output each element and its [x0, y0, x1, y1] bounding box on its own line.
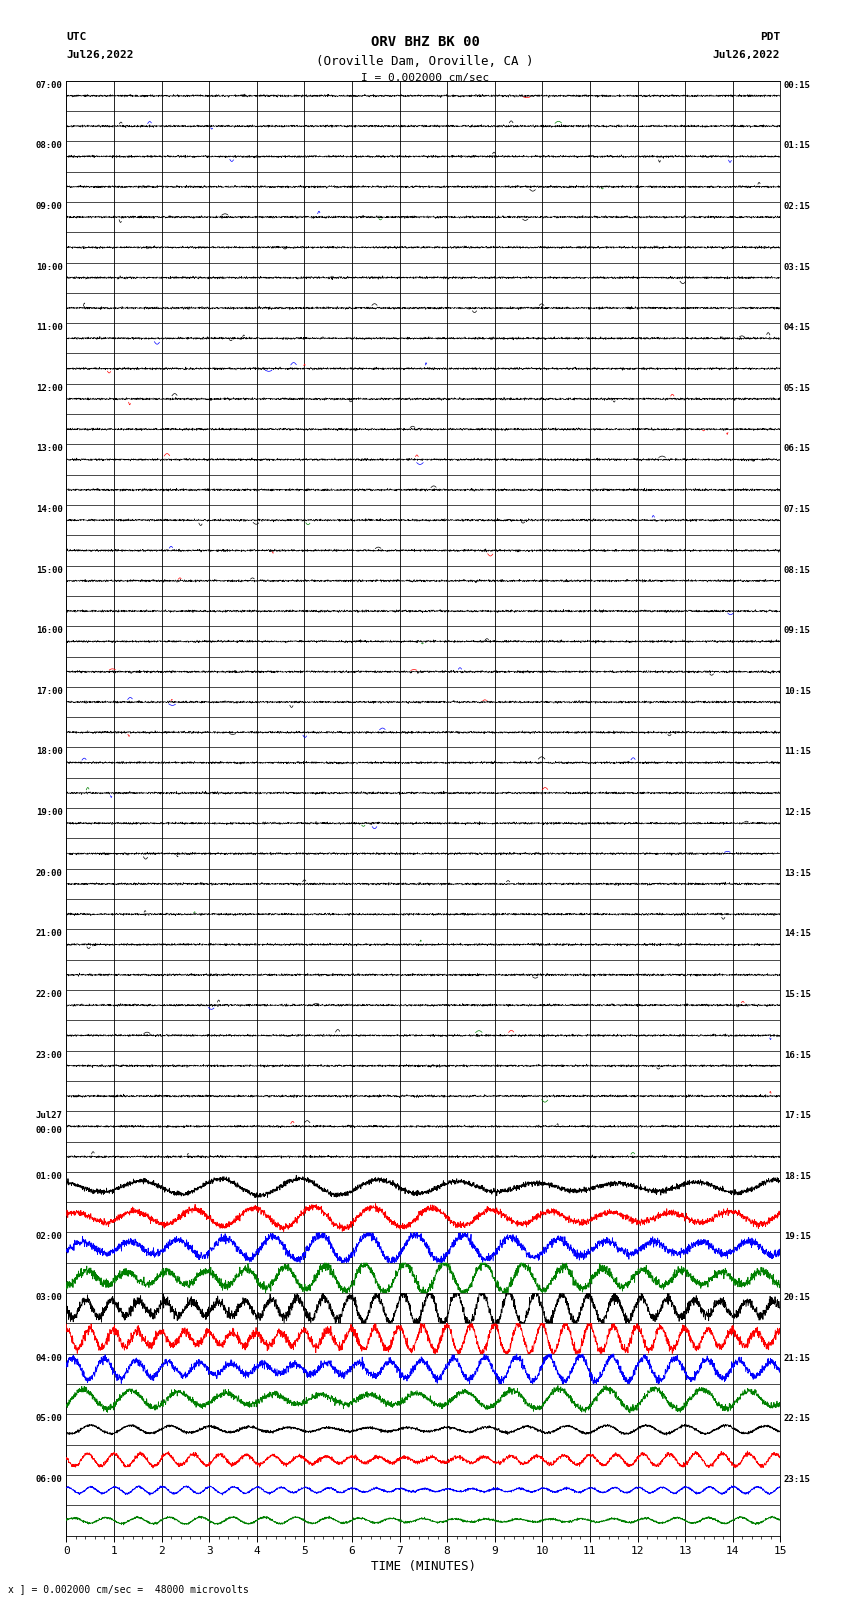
- Text: Jul26,2022: Jul26,2022: [66, 50, 133, 60]
- Text: 15:00: 15:00: [36, 566, 63, 574]
- Text: 08:15: 08:15: [784, 566, 811, 574]
- Text: 00:00: 00:00: [36, 1126, 63, 1136]
- Text: UTC: UTC: [66, 32, 87, 42]
- Text: 07:00: 07:00: [36, 81, 63, 90]
- Text: 07:15: 07:15: [784, 505, 811, 515]
- Text: 20:00: 20:00: [36, 869, 63, 877]
- Text: 03:15: 03:15: [784, 263, 811, 271]
- Text: 15:15: 15:15: [784, 990, 811, 998]
- Text: 21:15: 21:15: [784, 1353, 811, 1363]
- Text: 16:00: 16:00: [36, 626, 63, 636]
- Text: 04:00: 04:00: [36, 1353, 63, 1363]
- Text: Jul27: Jul27: [36, 1111, 63, 1119]
- Text: 14:15: 14:15: [784, 929, 811, 939]
- Text: PDT: PDT: [760, 32, 780, 42]
- Text: 14:00: 14:00: [36, 505, 63, 515]
- Text: ORV BHZ BK 00: ORV BHZ BK 00: [371, 35, 479, 50]
- Text: 06:15: 06:15: [784, 444, 811, 453]
- Text: 13:00: 13:00: [36, 444, 63, 453]
- Text: 20:15: 20:15: [784, 1294, 811, 1302]
- Text: 18:00: 18:00: [36, 747, 63, 756]
- Text: 21:00: 21:00: [36, 929, 63, 939]
- Text: 10:15: 10:15: [784, 687, 811, 695]
- Text: 22:00: 22:00: [36, 990, 63, 998]
- Text: 02:00: 02:00: [36, 1232, 63, 1242]
- Text: 05:00: 05:00: [36, 1415, 63, 1423]
- Text: 01:00: 01:00: [36, 1171, 63, 1181]
- Text: 02:15: 02:15: [784, 202, 811, 211]
- Text: (Oroville Dam, Oroville, CA ): (Oroville Dam, Oroville, CA ): [316, 55, 534, 68]
- Text: 05:15: 05:15: [784, 384, 811, 392]
- Text: x ] = 0.002000 cm/sec =  48000 microvolts: x ] = 0.002000 cm/sec = 48000 microvolts: [8, 1584, 249, 1594]
- Text: 11:15: 11:15: [784, 747, 811, 756]
- Text: 11:00: 11:00: [36, 323, 63, 332]
- Text: Jul26,2022: Jul26,2022: [713, 50, 780, 60]
- Text: 01:15: 01:15: [784, 142, 811, 150]
- Text: 18:15: 18:15: [784, 1171, 811, 1181]
- Text: I = 0.002000 cm/sec: I = 0.002000 cm/sec: [361, 73, 489, 82]
- Text: 17:00: 17:00: [36, 687, 63, 695]
- Text: 12:00: 12:00: [36, 384, 63, 392]
- Text: 17:15: 17:15: [784, 1111, 811, 1119]
- Text: 22:15: 22:15: [784, 1415, 811, 1423]
- Text: 00:15: 00:15: [784, 81, 811, 90]
- Text: 12:15: 12:15: [784, 808, 811, 818]
- Text: 19:15: 19:15: [784, 1232, 811, 1242]
- X-axis label: TIME (MINUTES): TIME (MINUTES): [371, 1560, 476, 1573]
- Text: 23:00: 23:00: [36, 1050, 63, 1060]
- Text: 06:00: 06:00: [36, 1474, 63, 1484]
- Text: 09:15: 09:15: [784, 626, 811, 636]
- Text: 19:00: 19:00: [36, 808, 63, 818]
- Text: 04:15: 04:15: [784, 323, 811, 332]
- Text: 16:15: 16:15: [784, 1050, 811, 1060]
- Text: 08:00: 08:00: [36, 142, 63, 150]
- Text: 03:00: 03:00: [36, 1294, 63, 1302]
- Text: 09:00: 09:00: [36, 202, 63, 211]
- Text: 23:15: 23:15: [784, 1474, 811, 1484]
- Text: 13:15: 13:15: [784, 869, 811, 877]
- Text: 10:00: 10:00: [36, 263, 63, 271]
